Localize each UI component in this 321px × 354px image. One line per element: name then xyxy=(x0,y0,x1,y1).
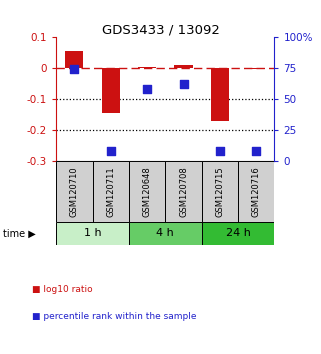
Text: ■ percentile rank within the sample: ■ percentile rank within the sample xyxy=(32,312,196,320)
Bar xyxy=(102,68,120,113)
Text: GSM120715: GSM120715 xyxy=(215,166,224,217)
Point xyxy=(72,67,77,72)
Text: 1 h: 1 h xyxy=(84,228,101,238)
Bar xyxy=(174,65,193,68)
Text: GSM120716: GSM120716 xyxy=(252,166,261,217)
Bar xyxy=(247,68,265,69)
Bar xyxy=(56,222,129,245)
Point xyxy=(254,148,259,154)
Bar xyxy=(92,161,129,222)
Text: ■ log10 ratio: ■ log10 ratio xyxy=(32,285,93,294)
Bar xyxy=(211,68,229,121)
Bar xyxy=(56,161,92,222)
Text: GSM120648: GSM120648 xyxy=(143,166,152,217)
Point xyxy=(181,81,186,87)
Text: GSM120708: GSM120708 xyxy=(179,166,188,217)
Text: 24 h: 24 h xyxy=(226,228,250,238)
Bar xyxy=(138,67,156,68)
Point xyxy=(217,148,222,154)
Bar xyxy=(129,161,165,222)
Bar xyxy=(65,51,83,68)
Text: 4 h: 4 h xyxy=(156,228,174,238)
Bar xyxy=(202,161,238,222)
Text: time ▶: time ▶ xyxy=(3,228,36,238)
Text: GDS3433 / 13092: GDS3433 / 13092 xyxy=(101,23,220,36)
Bar xyxy=(165,161,202,222)
Bar xyxy=(129,222,202,245)
Point xyxy=(144,86,150,92)
Text: GSM120711: GSM120711 xyxy=(106,166,115,217)
Point xyxy=(108,148,113,154)
Text: GSM120710: GSM120710 xyxy=(70,166,79,217)
Bar xyxy=(238,161,274,222)
Bar xyxy=(202,222,274,245)
